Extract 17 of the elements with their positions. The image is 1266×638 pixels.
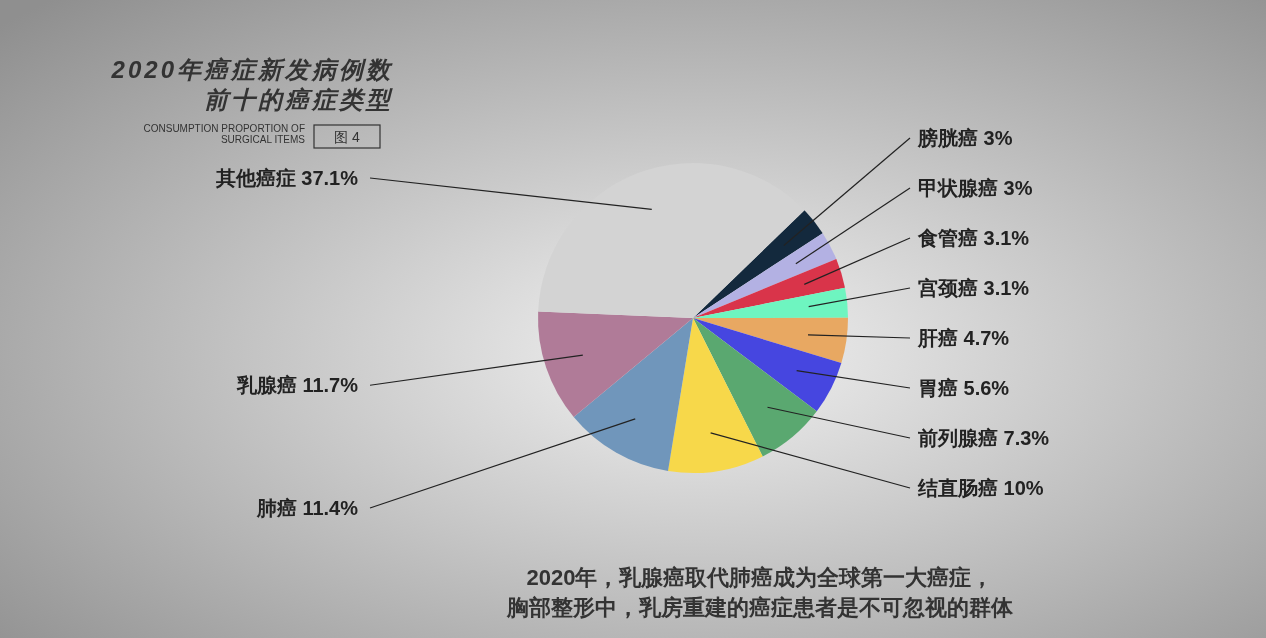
- chart-title: 2020年癌症新发病例数: [110, 56, 393, 83]
- slice-label: 肺癌 11.4%: [255, 497, 359, 519]
- text: 2020年，乳腺癌取代肺癌成为全球第一大癌症，: [526, 565, 994, 590]
- caption: 图 4: [334, 129, 361, 145]
- text: 胸部整形中，乳房重建的癌症患者是不可忽视的群体: [506, 595, 1014, 620]
- slice-label: 宫颈癌 3.1%: [918, 277, 1030, 299]
- slice-label: 其他癌症 37.1%: [214, 167, 359, 189]
- slice-label: 肝癌 4.7%: [917, 327, 1010, 349]
- slice-label: 甲状腺癌 3%: [918, 177, 1033, 199]
- text: CONSUMPTION PROPORTION OF SURGICAL ITEMS: [143, 123, 306, 145]
- slice-label: 结直肠癌 10%: [917, 477, 1044, 499]
- slice-label: 胃癌 5.6%: [918, 377, 1010, 399]
- chart-subtitle: 前十的癌症类型: [204, 86, 393, 113]
- slice-label: 前列腺癌 7.3%: [917, 427, 1050, 449]
- slice-label: 膀胱癌 3%: [917, 127, 1013, 149]
- slice-label: 乳腺癌 11.7%: [235, 374, 359, 397]
- slice-label: 食管癌 3.1%: [917, 227, 1030, 249]
